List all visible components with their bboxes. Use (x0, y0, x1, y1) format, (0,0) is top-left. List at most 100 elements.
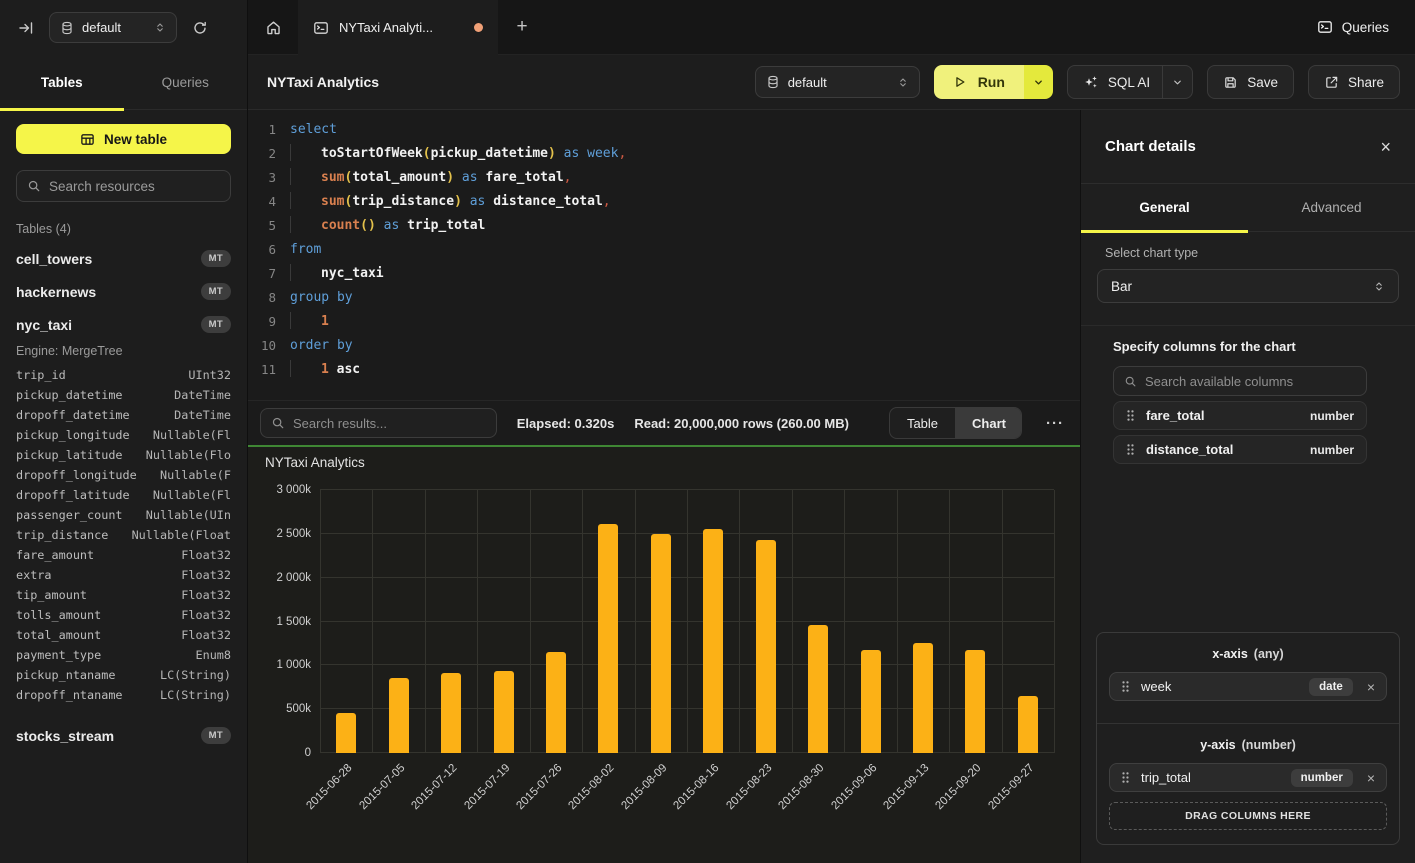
line-number: 9 (268, 314, 276, 329)
panel-body: Select chart type Bar Specify columns fo… (1081, 232, 1415, 863)
column-row: pickup_ntaname LC(String) (16, 665, 231, 685)
grid-line-v (634, 490, 636, 753)
collapse-sidebar-icon[interactable] (18, 20, 34, 36)
chart-bar (703, 529, 724, 753)
line-number: 3 (268, 170, 276, 185)
table-view-label: Table (906, 415, 939, 431)
query-tab[interactable]: NYTaxi Analyti... (298, 0, 498, 55)
column-name: extra (16, 568, 52, 582)
chart-type-select[interactable]: Bar (1097, 269, 1399, 303)
chart-bar (545, 652, 566, 753)
table-row[interactable]: nyc_taxi MT (16, 308, 231, 341)
chart-bar (912, 642, 933, 753)
column-type: LC(String) (159, 688, 231, 702)
tab-advanced[interactable]: Advanced (1248, 184, 1415, 231)
search-icon (27, 179, 41, 193)
run-button[interactable]: Run (933, 65, 1024, 99)
column-type: LC(String) (159, 668, 231, 682)
refresh-icon[interactable] (192, 20, 208, 36)
more-options-button[interactable]: ··· (1046, 414, 1064, 432)
available-column-item[interactable]: fare_total number (1113, 401, 1367, 430)
share-button[interactable]: Share (1307, 65, 1400, 99)
column-row: fare_amount Float32 (16, 545, 231, 565)
drag-handle-icon[interactable] (1121, 680, 1130, 693)
rows-read: Read: 20,000,000 rows (260.00 MB) (634, 415, 849, 431)
table-view-button[interactable]: Table (890, 408, 955, 438)
chart-view-button[interactable]: Chart (955, 408, 1021, 438)
column-type: Nullable(Fl (152, 428, 231, 442)
y-axis-chip-name: trip_total (1141, 770, 1191, 785)
share-icon (1324, 75, 1339, 90)
run-options-button[interactable] (1023, 65, 1053, 99)
y-axis-chip[interactable]: trip_total number × (1109, 763, 1387, 792)
run-database-selector[interactable]: default (754, 66, 920, 98)
column-row: dropoff_datetime DateTime (16, 405, 231, 425)
column-row: pickup_latitude Nullable(Flo (16, 445, 231, 465)
sidebar-search[interactable] (16, 170, 231, 202)
sql-editor[interactable]: 1 select 2 toStartOfWeek(pickup_datetime) a… (248, 110, 1080, 400)
new-table-button[interactable]: New table (16, 124, 231, 154)
column-row: dropoff_ntaname LC(String) (16, 685, 231, 705)
table-row[interactable]: hackernews MT (16, 275, 231, 308)
y-tick-label: 1 000k (276, 659, 311, 672)
query-toolbar: NYTaxi Analytics default Run (248, 55, 1415, 110)
drag-columns-dropzone[interactable]: DRAG COLUMNS HERE (1109, 802, 1387, 830)
code-text: count() as trip_total (290, 214, 485, 238)
sql-ai-options-button[interactable] (1162, 66, 1192, 98)
sql-ai-button[interactable]: SQL AI (1066, 65, 1194, 99)
grid-line-h (320, 532, 1054, 534)
available-column-item[interactable]: distance_total number (1113, 435, 1367, 464)
panel-divider (1081, 325, 1415, 326)
remove-x-axis-chip-button[interactable]: × (1366, 678, 1375, 695)
column-name: passenger_count (16, 508, 123, 522)
results-search[interactable] (260, 408, 497, 438)
drag-handle-icon[interactable] (1126, 443, 1135, 456)
tables-gap (16, 705, 231, 719)
x-axis-label: x-axis (1212, 647, 1248, 661)
database-selector[interactable]: default (49, 12, 177, 43)
x-axis-chip[interactable]: week date × (1109, 672, 1387, 701)
column-type: Nullable(Flo (145, 448, 231, 462)
add-tab-button[interactable]: + (516, 16, 528, 37)
grid-line-h (320, 489, 1054, 490)
sidebar-header: default (0, 0, 247, 55)
grid-line-v (844, 490, 846, 753)
sidebar-search-input[interactable] (49, 178, 226, 194)
tab-general[interactable]: General (1081, 184, 1248, 233)
columns-search-input[interactable] (1145, 373, 1356, 389)
editor-column: 1 select 2 toStartOfWeek(pickup_datetime) a… (248, 110, 1080, 863)
drag-handle-icon[interactable] (1121, 771, 1130, 784)
results-search-input[interactable] (293, 415, 486, 431)
chevron-updown-icon (1373, 280, 1385, 293)
drag-handle-icon[interactable] (1126, 409, 1135, 422)
table-row[interactable]: cell_towers MT (16, 242, 231, 275)
column-type: Float32 (181, 548, 231, 562)
sidebar: default Tables Queries New table (0, 0, 248, 863)
chart-bar (598, 524, 619, 753)
column-row: tip_amount Float32 (16, 585, 231, 605)
code-text: sum(trip_distance) as distance_total, (290, 190, 611, 214)
available-column-type: number (1309, 408, 1354, 423)
code-text: from (290, 242, 322, 257)
home-button[interactable] (248, 0, 298, 54)
panel-header: Chart details × (1081, 110, 1415, 184)
tab-bar: NYTaxi Analyti... + Queries (248, 0, 1415, 55)
sidebar-tab-tables[interactable]: Tables (0, 55, 124, 111)
queries-button[interactable]: Queries (1291, 0, 1415, 54)
x-axis-chip-name: week (1141, 679, 1172, 694)
new-table-label: New table (103, 131, 168, 147)
run-button-group: Run (933, 65, 1053, 99)
close-panel-button[interactable]: × (1380, 136, 1391, 157)
remove-y-axis-chip-button[interactable]: × (1366, 769, 1375, 786)
column-row: extra Float32 (16, 565, 231, 585)
table-row[interactable]: stocks_stream MT (16, 719, 231, 752)
grid-line-v (1054, 490, 1055, 753)
sidebar-body: New table Tables (4) cell_towersMThacker… (0, 110, 247, 863)
code-text: group by (290, 290, 353, 305)
columns-search[interactable] (1113, 366, 1367, 396)
sidebar-tab-queries[interactable]: Queries (124, 55, 248, 109)
save-button[interactable]: Save (1207, 65, 1294, 99)
query-tab-label: NYTaxi Analyti... (339, 20, 433, 35)
table-name: nyc_taxi (16, 316, 73, 333)
